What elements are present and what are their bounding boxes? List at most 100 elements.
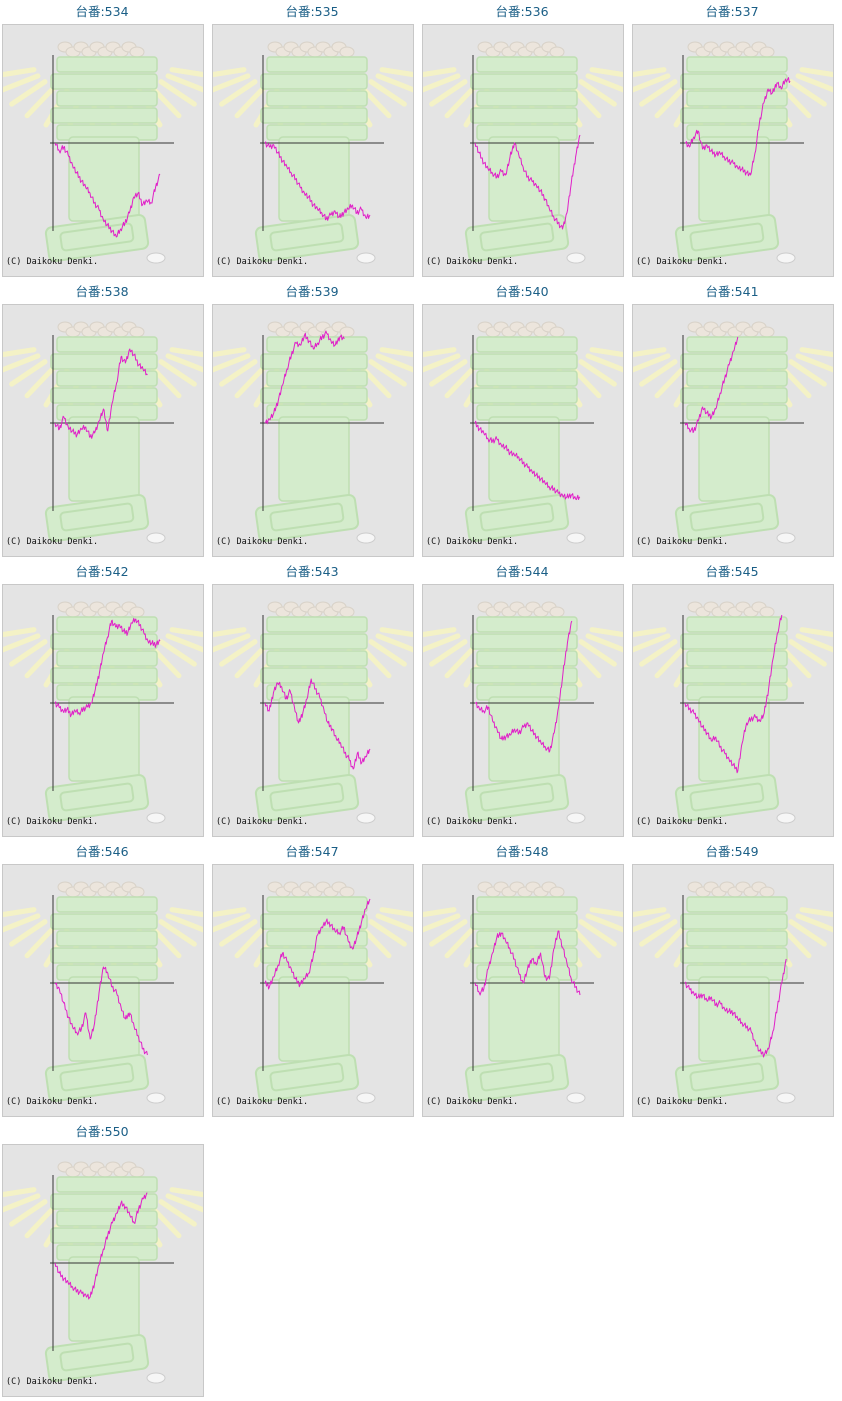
tray xyxy=(44,773,150,823)
chart-title[interactable]: 台番:542 xyxy=(75,564,129,579)
tray xyxy=(254,493,360,543)
coin xyxy=(146,1092,166,1104)
machine-chart[interactable]: 台番:535 (C) Daikoku Denki. xyxy=(210,2,414,278)
machine-chart[interactable]: 台番:544 (C) Daikoku Denki. xyxy=(420,562,624,838)
coin-pile xyxy=(57,1161,145,1178)
chart-title[interactable]: 台番:545 xyxy=(705,564,759,579)
copyright-text: (C) Daikoku Denki. xyxy=(636,817,729,827)
chart-title[interactable]: 台番:543 xyxy=(285,564,339,579)
chart-svg xyxy=(213,881,413,1104)
tray xyxy=(674,213,780,263)
chart-title[interactable]: 台番:537 xyxy=(705,4,759,19)
chart-title[interactable]: 台番:534 xyxy=(75,4,129,19)
coin xyxy=(566,252,586,264)
balance-line xyxy=(264,141,371,221)
stacked-boxes xyxy=(260,896,368,1062)
machine-chart[interactable]: 台番:541 (C) Daikoku Denki. xyxy=(630,282,834,558)
machine-chart[interactable]: 台番:537 (C) Daikoku Denki. xyxy=(630,2,834,278)
chart-title[interactable]: 台番:535 xyxy=(285,4,339,19)
machine-illustration xyxy=(213,601,413,824)
machine-illustration xyxy=(3,41,203,264)
balance-line xyxy=(474,420,581,501)
chart-title[interactable]: 台番:538 xyxy=(75,284,129,299)
machine-chart[interactable]: 台番:547 (C) Daikoku Denki. xyxy=(210,842,414,1118)
balance-line xyxy=(684,614,783,774)
machine-illustration xyxy=(633,601,833,824)
copyright-text: (C) Daikoku Denki. xyxy=(636,537,729,547)
machine-chart[interactable]: 台番:534 (C) Daikoku Denki. xyxy=(0,2,204,278)
balance-line xyxy=(264,898,371,990)
coin-pile xyxy=(57,41,145,58)
machine-chart[interactable]: 台番:542 (C) Daikoku Denki. xyxy=(0,562,204,838)
coin xyxy=(356,252,376,264)
machine-illustration xyxy=(213,321,413,544)
machine-chart[interactable]: 台番:540 (C) Daikoku Denki. xyxy=(420,282,624,558)
chart-title[interactable]: 台番:536 xyxy=(495,4,549,19)
tray xyxy=(674,773,780,823)
copyright-text: (C) Daikoku Denki. xyxy=(6,537,99,547)
chart-svg xyxy=(3,321,203,544)
coin xyxy=(356,812,376,824)
machine-illustration xyxy=(633,41,833,264)
coin-pile xyxy=(477,321,565,338)
machine-chart[interactable]: 台番:546 (C) Daikoku Denki. xyxy=(0,842,204,1118)
chart-svg xyxy=(213,321,413,544)
tray xyxy=(464,1053,570,1103)
chart-svg xyxy=(423,601,623,824)
chart-title[interactable]: 台番:541 xyxy=(705,284,759,299)
chart-svg xyxy=(3,41,203,264)
machine-illustration xyxy=(633,881,833,1104)
chart-svg xyxy=(423,321,623,544)
tray xyxy=(44,1333,150,1383)
chart-title[interactable]: 台番:547 xyxy=(285,844,339,859)
stacked-boxes xyxy=(50,896,158,1062)
machine-chart[interactable]: 台番:536 (C) Daikoku Denki. xyxy=(420,2,624,278)
chart-svg xyxy=(633,601,833,824)
machine-chart[interactable]: 台番:550 (C) Daikoku Denki. xyxy=(0,1122,204,1398)
stacked-boxes xyxy=(50,616,158,782)
chart-title[interactable]: 台番:546 xyxy=(75,844,129,859)
copyright-text: (C) Daikoku Denki. xyxy=(426,1097,519,1107)
chart-title[interactable]: 台番:540 xyxy=(495,284,549,299)
copyright-text: (C) Daikoku Denki. xyxy=(426,537,519,547)
chart-title[interactable]: 台番:539 xyxy=(285,284,339,299)
chart-panel: (C) Daikoku Denki. xyxy=(2,584,204,837)
stacked-boxes xyxy=(680,56,788,222)
machine-illustration xyxy=(3,1161,203,1384)
machine-illustration xyxy=(633,321,833,544)
chart-panel: (C) Daikoku Denki. xyxy=(422,864,624,1117)
stacked-boxes xyxy=(470,616,578,782)
tray xyxy=(674,493,780,543)
chart-panel: (C) Daikoku Denki. xyxy=(2,864,204,1117)
chart-title[interactable]: 台番:550 xyxy=(75,1124,129,1139)
coin-pile xyxy=(267,321,355,338)
machine-illustration xyxy=(423,601,623,824)
balance-line xyxy=(54,1192,148,1300)
chart-title[interactable]: 台番:544 xyxy=(495,564,549,579)
machine-illustration xyxy=(3,601,203,824)
machine-chart[interactable]: 台番:539 (C) Daikoku Denki. xyxy=(210,282,414,558)
machine-chart[interactable]: 台番:538 (C) Daikoku Denki. xyxy=(0,282,204,558)
coin xyxy=(566,532,586,544)
copyright-text: (C) Daikoku Denki. xyxy=(6,257,99,267)
coin xyxy=(776,1092,796,1104)
machine-illustration xyxy=(423,881,623,1104)
chart-panel: (C) Daikoku Denki. xyxy=(212,584,414,837)
machine-chart[interactable]: 台番:549 (C) Daikoku Denki. xyxy=(630,842,834,1118)
machine-chart[interactable]: 台番:545 (C) Daikoku Denki. xyxy=(630,562,834,838)
machine-chart[interactable]: 台番:543 (C) Daikoku Denki. xyxy=(210,562,414,838)
copyright-text: (C) Daikoku Denki. xyxy=(6,817,99,827)
coin-pile xyxy=(57,601,145,618)
copyright-text: (C) Daikoku Denki. xyxy=(6,1377,99,1387)
chart-svg xyxy=(213,601,413,824)
coin-pile xyxy=(687,601,775,618)
stacked-boxes xyxy=(260,56,368,222)
machine-chart[interactable]: 台番:548 (C) Daikoku Denki. xyxy=(420,842,624,1118)
coin-pile xyxy=(477,881,565,898)
chart-title[interactable]: 台番:548 xyxy=(495,844,549,859)
chart-panel: (C) Daikoku Denki. xyxy=(212,864,414,1117)
chart-title[interactable]: 台番:549 xyxy=(705,844,759,859)
coin-pile xyxy=(57,321,145,338)
copyright-text: (C) Daikoku Denki. xyxy=(636,1097,729,1107)
coin xyxy=(776,532,796,544)
